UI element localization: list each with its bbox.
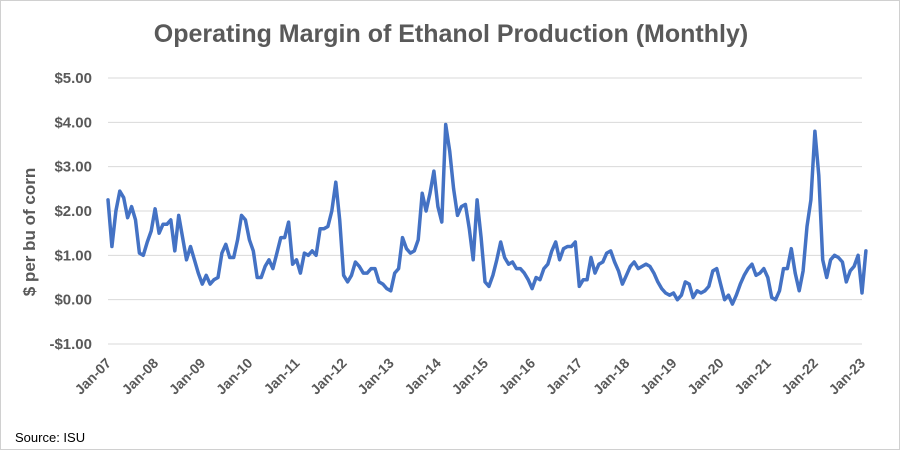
x-tick-label: Jan-20 bbox=[684, 355, 727, 398]
x-tick-label: Jan-13 bbox=[354, 355, 397, 398]
x-tick-label: Jan-15 bbox=[448, 355, 491, 398]
y-tick-label: $4.00 bbox=[54, 114, 92, 131]
series-group bbox=[106, 122, 868, 306]
y-tick-label: $5.00 bbox=[54, 70, 92, 87]
source-note: Source: ISU bbox=[15, 430, 86, 445]
x-tick-label: Jan-14 bbox=[401, 355, 444, 398]
series-line-operating-margin bbox=[106, 122, 868, 306]
x-tick-label: Jan-08 bbox=[119, 355, 162, 398]
x-tick-label: Jan-17 bbox=[543, 355, 586, 398]
x-tick-label: Jan-18 bbox=[590, 355, 633, 398]
x-tick-label: Jan-09 bbox=[166, 355, 209, 398]
x-tick-label: Jan-22 bbox=[778, 355, 821, 398]
x-tick-labels: Jan-07 Jan-08 Jan-09 Jan-10 Jan-11 Jan-12 Jan-… bbox=[71, 355, 868, 398]
x-tick-label: Jan-21 bbox=[731, 355, 774, 398]
y-tick-label: $3.00 bbox=[54, 159, 92, 176]
gridlines bbox=[108, 77, 862, 345]
chart-title: Operating Margin of Ethanol Production (… bbox=[153, 20, 749, 48]
x-tick-label: Jan-23 bbox=[825, 355, 868, 398]
y-tick-label: $2.00 bbox=[54, 203, 92, 220]
y-tick-labels: $5.00 $4.00 $3.00 $2.00 $1.00 $0.00 -$1.00 bbox=[49, 70, 92, 353]
x-tick-label: Jan-11 bbox=[260, 355, 302, 397]
y-tick-label: $1.00 bbox=[54, 247, 92, 264]
x-tick-label: Jan-19 bbox=[637, 355, 680, 398]
y-tick-label: $0.00 bbox=[54, 292, 92, 309]
x-tick-label: Jan-07 bbox=[71, 355, 114, 398]
x-tick-label: Jan-12 bbox=[307, 355, 350, 398]
x-tick-label: Jan-10 bbox=[213, 355, 256, 398]
y-tick-label: -$1.00 bbox=[49, 336, 92, 353]
x-tick-label: Jan-16 bbox=[496, 355, 539, 398]
